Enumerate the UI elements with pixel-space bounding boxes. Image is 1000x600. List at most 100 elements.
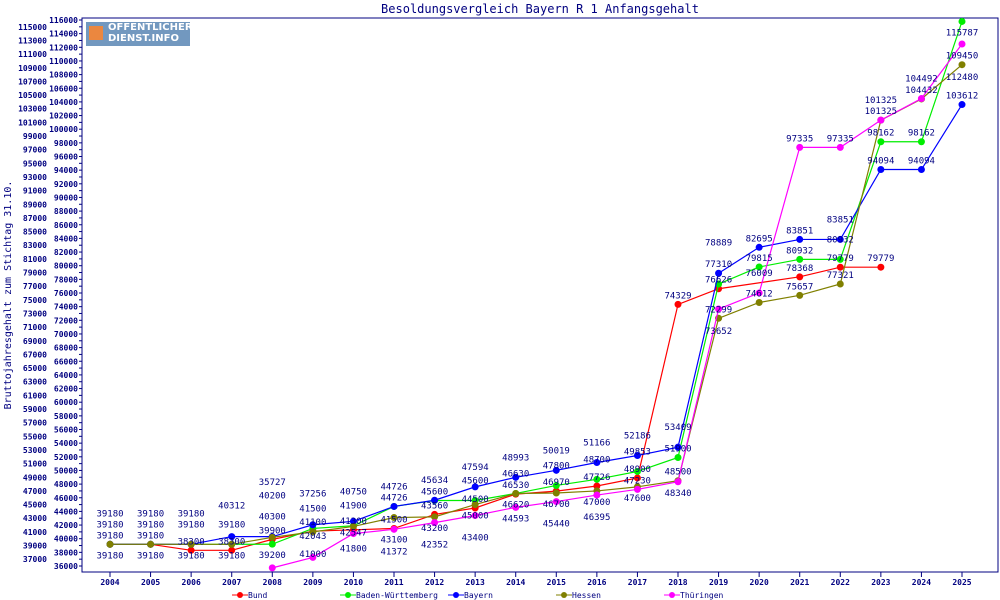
data-point bbox=[633, 467, 641, 475]
data-label: 47800 bbox=[543, 461, 570, 471]
data-point bbox=[512, 503, 520, 511]
x-tick-label: 2014 bbox=[506, 578, 525, 587]
y-tick-label: 45000 bbox=[23, 501, 47, 510]
data-label: 39200 bbox=[259, 551, 286, 561]
x-tick-label: 2013 bbox=[466, 578, 485, 587]
data-point bbox=[958, 40, 966, 48]
data-point bbox=[147, 540, 155, 548]
series-line-2 bbox=[110, 104, 963, 545]
data-label: 39180 bbox=[178, 551, 205, 561]
y-tick-label: 44000 bbox=[54, 507, 78, 516]
data-label: 48700 bbox=[583, 455, 610, 465]
data-label: 40300 bbox=[259, 513, 286, 523]
data-point bbox=[836, 235, 844, 243]
y-tick-label: 71000 bbox=[23, 323, 47, 332]
data-label: 112480 bbox=[946, 73, 979, 83]
data-label: 38300 bbox=[218, 537, 245, 547]
data-label: 49853 bbox=[624, 447, 651, 457]
data-label: 48340 bbox=[664, 489, 691, 499]
y-tick-label: 59000 bbox=[23, 405, 47, 414]
x-tick-label: 2022 bbox=[831, 578, 850, 587]
data-label: 44500 bbox=[462, 495, 489, 505]
x-tick-label: 2008 bbox=[263, 578, 282, 587]
data-label: 77310 bbox=[705, 260, 732, 270]
data-point bbox=[187, 546, 195, 554]
y-tick-label: 102000 bbox=[49, 112, 78, 121]
y-tick-label: 37000 bbox=[23, 555, 47, 564]
y-tick-label: 69000 bbox=[23, 337, 47, 346]
data-point bbox=[674, 300, 682, 308]
y-tick-label: 65000 bbox=[23, 364, 47, 373]
data-label: 48900 bbox=[624, 465, 651, 475]
data-point bbox=[958, 101, 966, 109]
data-point bbox=[755, 263, 763, 271]
y-tick-label: 110000 bbox=[49, 57, 78, 66]
y-tick-label: 80000 bbox=[54, 262, 78, 271]
data-point bbox=[796, 143, 804, 151]
data-point bbox=[228, 540, 236, 548]
y-tick-label: 107000 bbox=[18, 77, 47, 86]
data-label: 40200 bbox=[259, 491, 286, 501]
data-point bbox=[228, 546, 236, 554]
y-tick-label: 86000 bbox=[54, 221, 78, 230]
logo: ÖFFENTLICHER DIENST.INFO bbox=[86, 22, 193, 46]
data-point bbox=[471, 501, 479, 509]
y-tick-label: 104000 bbox=[49, 98, 78, 107]
data-label: 94094 bbox=[908, 157, 935, 167]
y-tick-label: 50000 bbox=[54, 466, 78, 475]
x-tick-label: 2006 bbox=[182, 578, 201, 587]
y-tick-label: 67000 bbox=[23, 350, 47, 359]
legend-label: Bund bbox=[248, 591, 267, 600]
y-axis-label: Bruttojahresgehalt zum Stichtag 31.10. bbox=[3, 181, 14, 410]
y-tick-label: 56000 bbox=[54, 426, 78, 435]
data-label: 41100 bbox=[299, 518, 326, 528]
data-point bbox=[593, 458, 601, 466]
data-label: 40750 bbox=[340, 488, 367, 498]
data-point bbox=[431, 513, 439, 521]
data-point bbox=[309, 553, 317, 561]
data-point bbox=[836, 143, 844, 151]
data-label: 46630 bbox=[502, 469, 529, 479]
data-label: 45440 bbox=[543, 520, 570, 530]
data-point bbox=[268, 540, 276, 548]
data-label: 43400 bbox=[462, 533, 489, 543]
data-point bbox=[674, 443, 682, 451]
data-label: 101325 bbox=[865, 96, 898, 106]
data-label: 50019 bbox=[543, 446, 570, 456]
data-label: 80932 bbox=[786, 246, 813, 256]
y-tick-label: 96000 bbox=[54, 153, 78, 162]
y-tick-label: 76000 bbox=[54, 289, 78, 298]
legend-marker bbox=[237, 592, 243, 598]
data-label: 51900 bbox=[664, 444, 691, 454]
data-label: 41500 bbox=[380, 515, 407, 525]
data-label: 47230 bbox=[624, 476, 651, 486]
y-tick-label: 52000 bbox=[54, 453, 78, 462]
y-tick-label: 57000 bbox=[23, 419, 47, 428]
legend-marker bbox=[345, 592, 351, 598]
x-tick-label: 2025 bbox=[952, 578, 971, 587]
data-label: 44726 bbox=[380, 482, 407, 492]
data-label: 38300 bbox=[178, 537, 205, 547]
y-tick-label: 54000 bbox=[54, 439, 78, 448]
y-tick-label: 68000 bbox=[54, 344, 78, 353]
series-line-1 bbox=[110, 21, 963, 545]
legend-label: Baden-Württemberg bbox=[356, 591, 438, 600]
y-tick-label: 64000 bbox=[54, 371, 78, 380]
data-label: 43200 bbox=[421, 524, 448, 534]
data-label: 48500 bbox=[664, 468, 691, 478]
data-label: 39900 bbox=[259, 526, 286, 536]
y-tick-label: 51000 bbox=[23, 460, 47, 469]
data-point bbox=[836, 255, 844, 263]
y-tick-label: 39000 bbox=[23, 542, 47, 551]
series-line-4 bbox=[272, 43, 963, 569]
data-point bbox=[106, 540, 114, 548]
y-tick-label: 89000 bbox=[23, 200, 47, 209]
y-tick-label: 112000 bbox=[49, 43, 78, 52]
y-tick-label: 72000 bbox=[54, 316, 78, 325]
series-line-3 bbox=[110, 64, 963, 545]
data-label: 41300 bbox=[340, 517, 367, 527]
data-point bbox=[471, 483, 479, 491]
data-label: 44726 bbox=[380, 493, 407, 503]
data-point bbox=[796, 235, 804, 243]
